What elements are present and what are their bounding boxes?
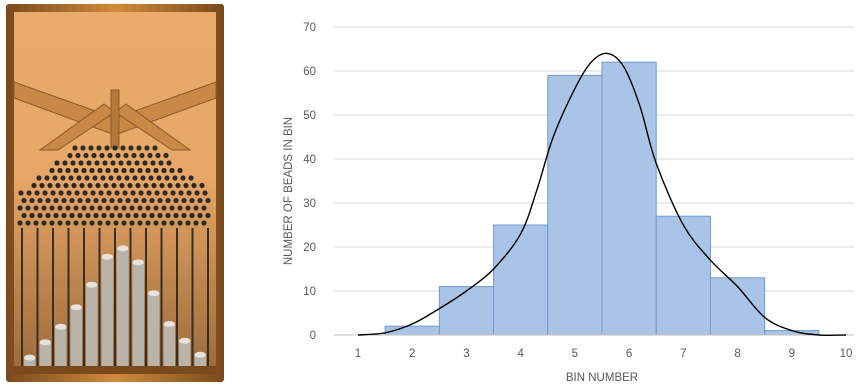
y-tick-label: 0 [310,330,316,342]
histogram-bar [601,61,657,336]
histogram-bar [547,74,603,336]
x-tick-label: 8 [734,348,740,360]
board-base [14,366,216,374]
histogram-bar [493,224,549,336]
bead-stack [24,357,36,366]
galton-board-photo [6,4,224,382]
bead-stack [39,342,51,366]
y-tick-label: 10 [303,286,316,298]
bead-stacks [24,245,206,366]
bead-stack [117,248,129,366]
bead-stack [55,326,67,366]
y-tick-label: 70 [303,22,316,34]
y-tick-label: 60 [303,66,316,78]
bars [384,61,820,336]
bead-stack [163,324,175,366]
histogram-bar [655,215,711,336]
x-tick-label: 4 [517,348,524,360]
y-axis-title: NUMBER OF BEADS IN BIN [283,117,295,265]
bead-stack [194,354,206,366]
peg-array [17,145,211,226]
x-tick-label: 1 [355,348,361,360]
bin-walls [21,228,209,366]
y-tick-label: 40 [303,154,316,166]
bead-stack [179,340,191,366]
x-axis-title: BIN NUMBER [566,372,638,384]
bead-stack [148,293,160,366]
density-curve [357,52,847,337]
x-tick-label: 10 [840,348,853,360]
x-tick-labels: 1 2 3 4 5 6 7 8 9 10 [355,348,853,360]
deflector-boards [13,81,217,151]
density-curve-group [357,52,847,337]
bead-stack [86,284,98,366]
x-tick-label: 9 [789,348,795,360]
bead-stack [132,262,144,366]
x-tick-label: 5 [572,348,578,360]
y-tick-label: 20 [303,242,316,254]
bead-stack [70,307,82,366]
y-tick-labels: 0 10 20 30 40 50 60 70 [303,22,316,342]
x-tick-label: 3 [463,348,469,360]
y-tick-label: 50 [303,110,316,122]
x-tick-label: 2 [409,348,415,360]
x-tick-label: 6 [626,348,632,360]
x-tick-label: 7 [680,348,686,360]
y-tick-label: 30 [303,198,316,210]
bead-stack [101,256,113,366]
histogram-bar [438,286,495,336]
